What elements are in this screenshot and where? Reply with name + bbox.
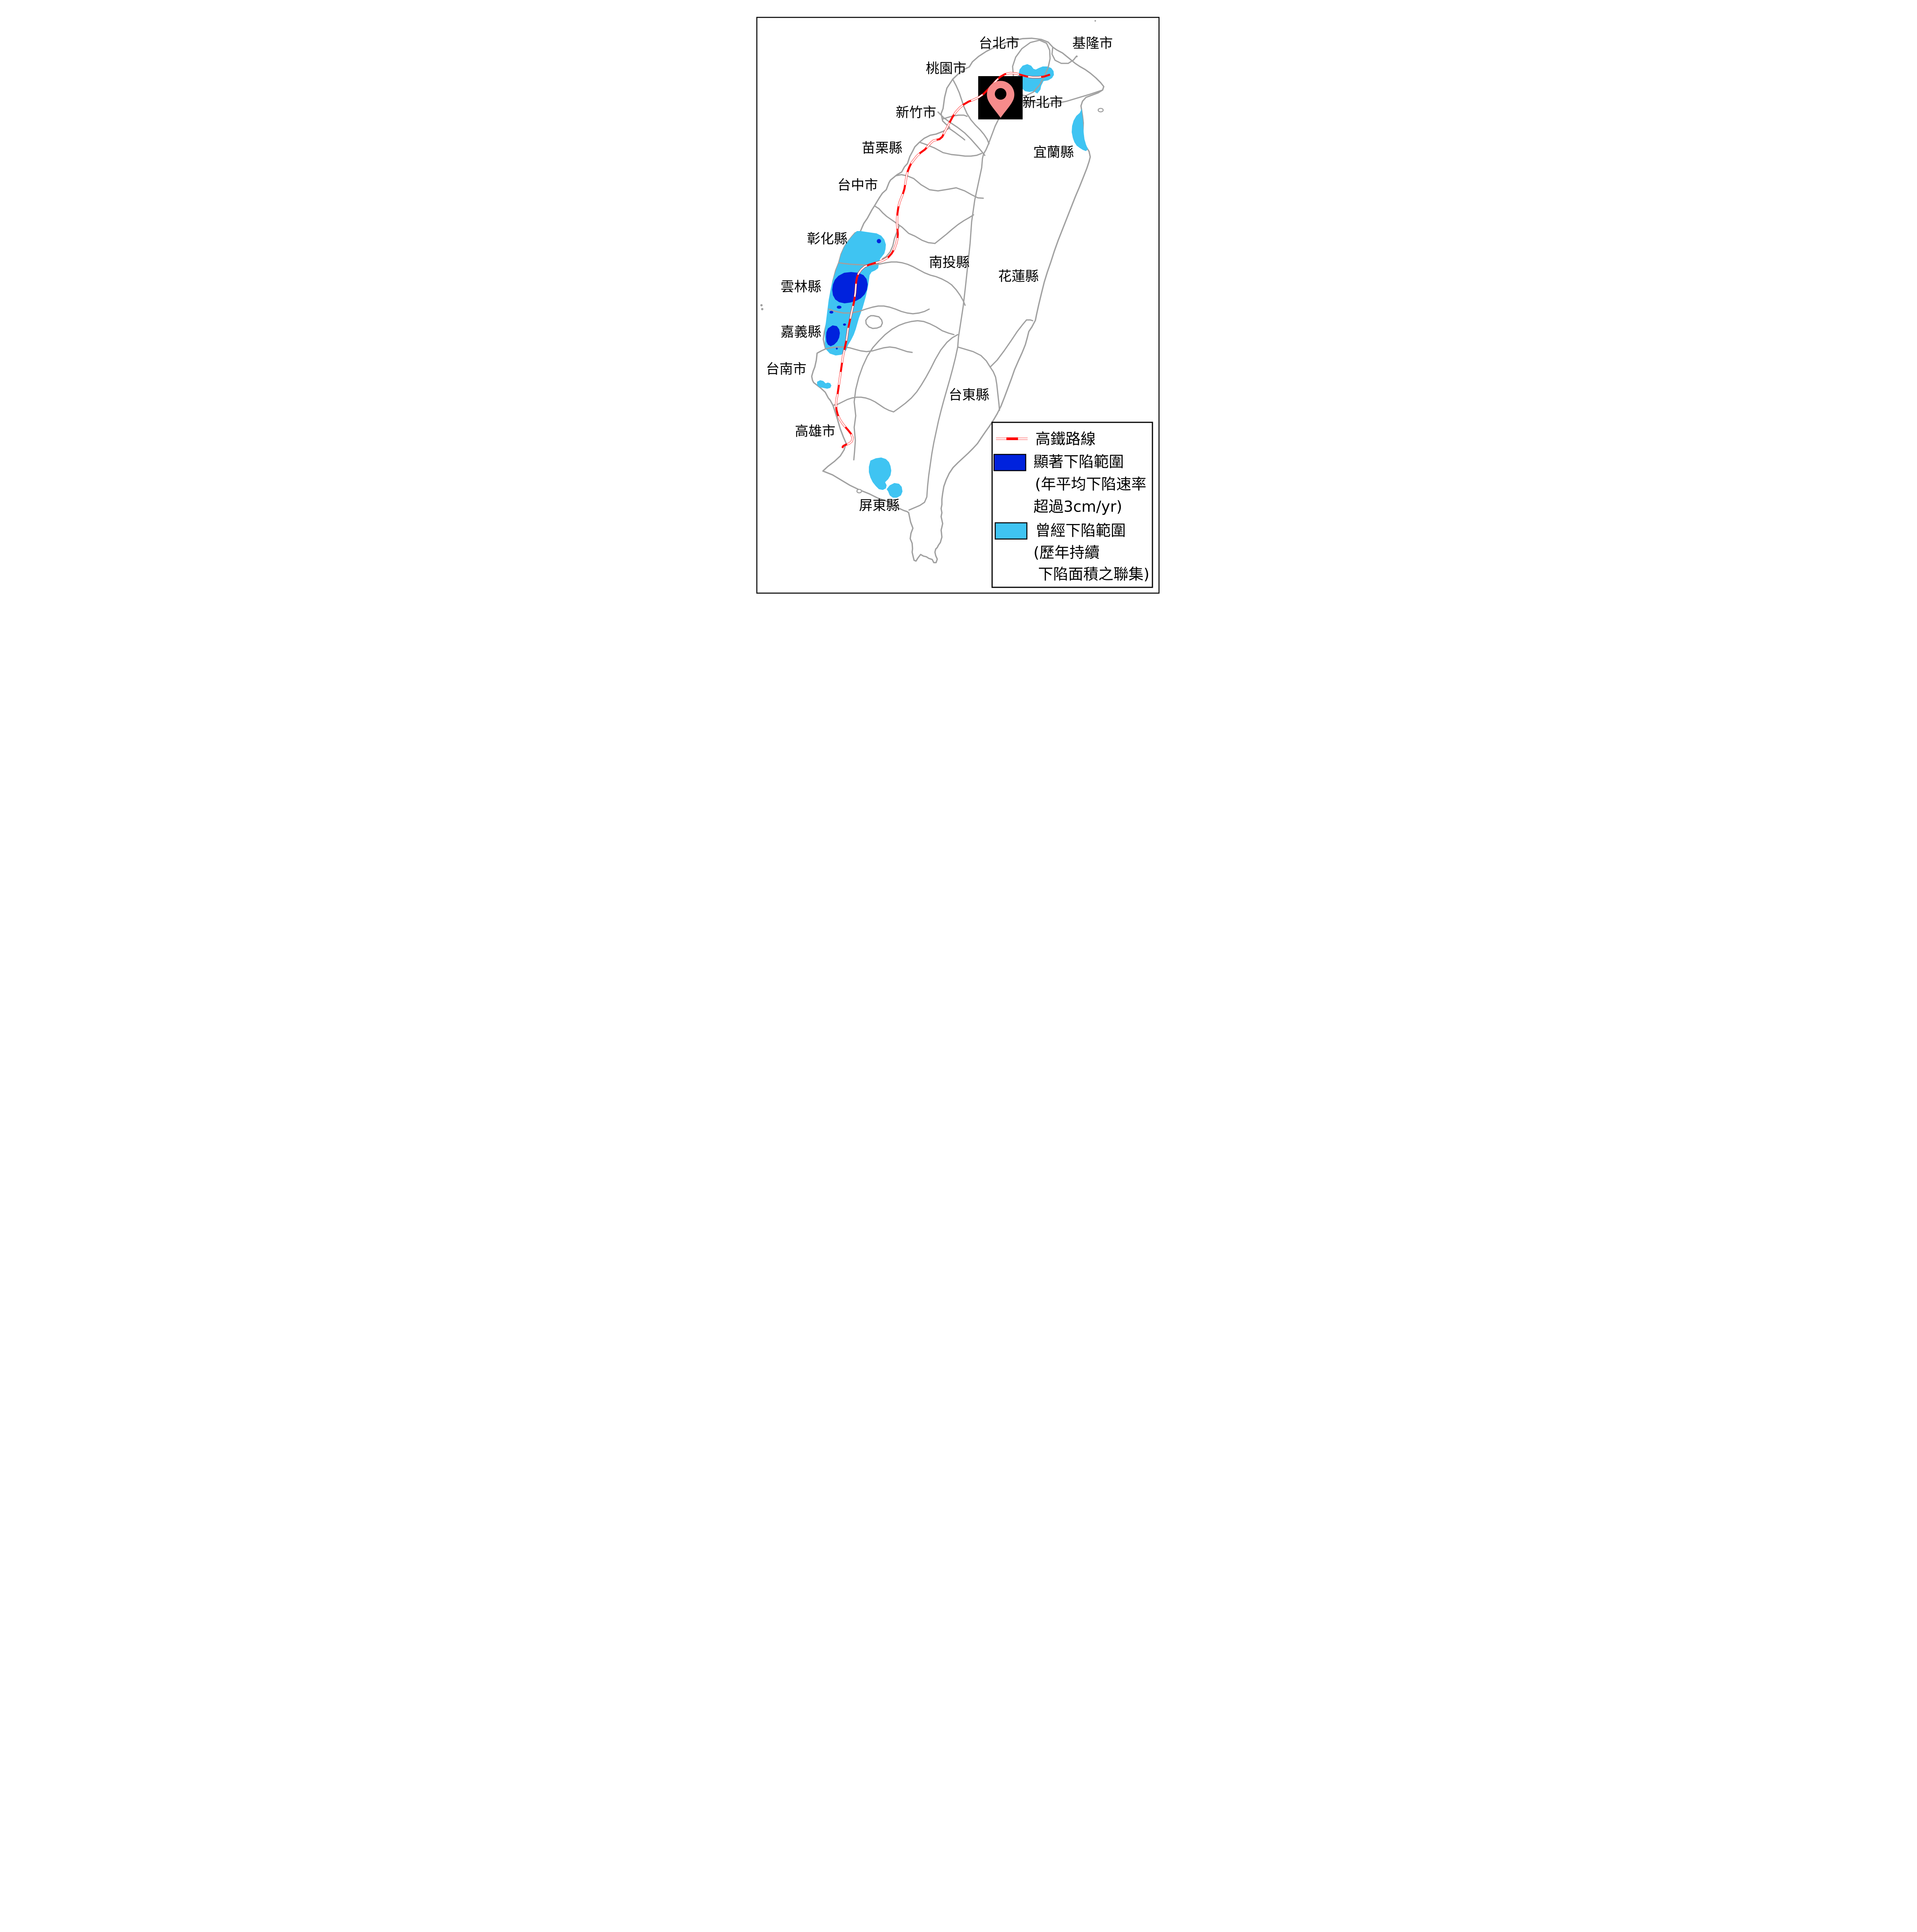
legend-label-hsr: 高鐵路線 [1035,431,1096,448]
yunlin-chiayi-border [828,305,930,315]
huatung-valley-border [957,346,1000,411]
severe-subsidence-areas [826,239,881,350]
legend-label-severe: 顯著下陷範圍 [1033,454,1124,471]
changhua-nantou-border [881,226,900,260]
map-label-keelung-city: 基隆市 [1072,36,1113,51]
legend-sublabel-severe-1: (年平均下陷速率 [1035,476,1146,493]
map-label-hsinchu-city: 新竹市 [896,105,936,121]
location-pin-icon [987,81,1014,118]
map-label-yunlin-county: 雲林縣 [780,279,821,295]
yilan-coast-patch [1071,109,1088,151]
legend: 高鐵路線 顯著下陷範圍 (年平均下陷速率 超過3cm/yr) 曾經下陷範圍 (歷… [991,422,1153,588]
map-label-pingtung-county: 屏東縣 [859,498,899,514]
taiwan-coastline [811,37,1105,563]
map-label-taitung-county: 台東縣 [948,388,989,403]
legend-box [991,422,1153,588]
severe-patch-dot [877,239,881,243]
legend-label-past: 曾經下陷範圍 [1035,522,1126,540]
severe-patch-dot [843,323,846,326]
legend-sublabel-past-2: 下陷面積之聯集) [1038,566,1149,583]
map-label-hualien-county: 花蓮縣 [998,269,1038,284]
tainan-kaohsiung-border [832,334,958,413]
changhua-yunlin-border [838,261,952,286]
coastal-range-border [989,319,1033,368]
hsinchucity-north-border [942,114,968,120]
liuqiu-island [856,489,862,493]
offshore-sandbar-dot [760,304,763,306]
dark-blue-swatch [993,454,1026,471]
map-label-new-taipei-city: 新北市 [1022,95,1063,111]
tainan-coast-patch [817,380,831,389]
chiayi-city-border [865,315,883,329]
map-frame [756,17,1159,594]
map-label-changhua-county: 彰化縣 [807,231,847,247]
north-islet [1094,20,1096,22]
keelung-border [1051,46,1077,64]
taipei-basin-patch [1018,64,1054,94]
nantou-north-border [934,214,974,244]
map-label-chiayi-county: 嘉義縣 [780,325,821,340]
offshore-sandbar-dot [761,308,763,310]
chiayi-tainan-border [824,346,913,353]
map-label-nantou-county: 南投縣 [929,255,969,270]
legend-sublabel-past-1: (歷年持續 [1033,544,1100,562]
map-label-miaoli-county: 苗栗縣 [862,141,902,156]
newtaipei-taoyuan-border [952,78,990,145]
hsinchucity-south-border [948,128,965,141]
hsr-line-symbol [996,437,1028,440]
turtle-island [1097,108,1104,112]
map-label-tainan-city: 台南市 [766,362,806,377]
map-label-taichung-city: 台中市 [837,178,878,193]
map-label-yilan-county: 宜蘭縣 [1033,145,1074,160]
light-blue-swatch [994,522,1027,540]
severe-patch-dot [836,306,841,309]
kaohsiung-pingtung-border [853,320,955,461]
pingtung-south-lobe-patch [886,483,902,498]
map-label-taoyuan-city: 桃園市 [926,61,966,77]
taichung-changhua-border [874,205,936,244]
map-label-taipei-city: 台北市 [979,36,1019,51]
pingtung-plain-patch [868,457,891,490]
map-page: 台北市 基隆市桃園市新北市新竹市苗栗縣 宜蘭縣台中市彰化縣南投縣花蓮縣雲林縣嘉義縣台… [743,0,1174,611]
legend-sublabel-severe-2: 超過3cm/yr) [1033,498,1122,516]
yunlin-severe-patch [832,272,868,303]
county-borders [824,39,1103,511]
hsinchu-miaoli-border [918,141,982,157]
severe-patch-dot [829,311,833,314]
severe-patch-dot [836,347,838,350]
taoyuan-hsinchu-border [937,111,986,156]
chiayi-severe-patch [826,325,840,346]
map-label-kaohsiung-city: 高雄市 [795,424,835,439]
